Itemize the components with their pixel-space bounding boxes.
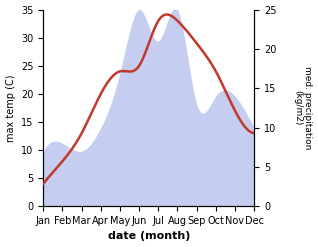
Y-axis label: max temp (C): max temp (C) [5, 74, 16, 142]
Y-axis label: med. precipitation
(kg/m2): med. precipitation (kg/m2) [293, 66, 313, 149]
X-axis label: date (month): date (month) [107, 231, 190, 242]
